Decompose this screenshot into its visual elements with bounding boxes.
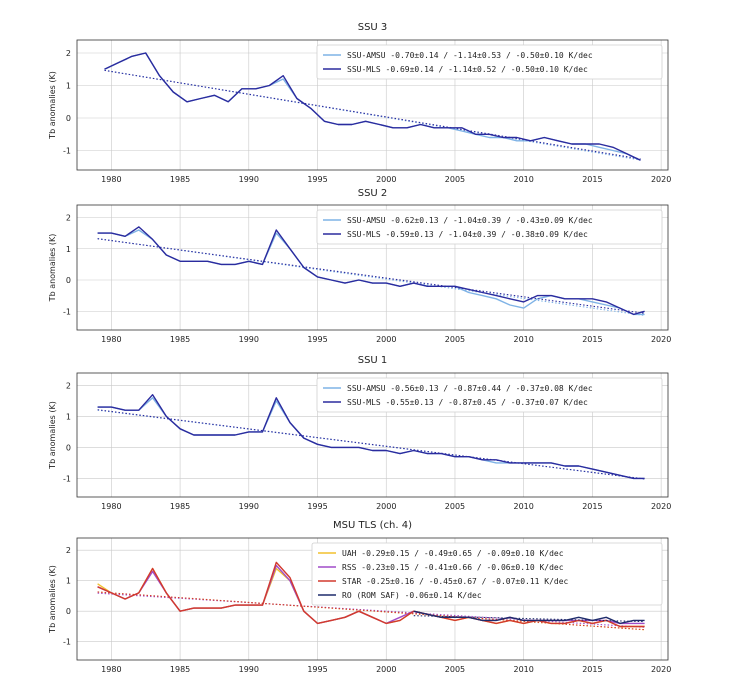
y-axis-label: Tb anomalies (K) bbox=[48, 234, 57, 303]
plot-frame bbox=[76, 204, 669, 331]
trend-line bbox=[97, 592, 645, 628]
x-tick-label: 1980 bbox=[101, 175, 121, 184]
legend-entry: SSU-AMSU -0.70±0.14 / -1.14±0.53 / -0.50… bbox=[347, 51, 593, 60]
legend: SSU-AMSU -0.62±0.13 / -1.04±0.39 / -0.43… bbox=[316, 209, 663, 245]
trend-line bbox=[97, 409, 645, 480]
x-tick-label: 2020 bbox=[651, 502, 671, 511]
y-tick-label: 1 bbox=[66, 82, 71, 91]
x-tick-label: 1990 bbox=[239, 665, 259, 674]
panel-title: SSU 1 bbox=[358, 355, 388, 366]
series-line-ssu-mls bbox=[97, 226, 645, 316]
legend-entry: SSU-AMSU -0.56±0.13 / -0.87±0.44 / -0.37… bbox=[347, 384, 593, 393]
plot-frame bbox=[76, 537, 669, 661]
x-tick-label: 2000 bbox=[376, 502, 396, 511]
trend-line bbox=[104, 69, 641, 161]
x-tick-label: 2010 bbox=[514, 665, 534, 674]
plot-frame bbox=[76, 372, 669, 498]
y-tick-label: 0 bbox=[66, 607, 71, 616]
series-line-ro-rom-saf- bbox=[413, 610, 645, 625]
legend-entry: SSU-MLS -0.55±0.13 / -0.87±0.45 / -0.37±… bbox=[347, 398, 588, 407]
legend-entry: RSS -0.23±0.15 / -0.41±0.66 / -0.06±0.10… bbox=[342, 563, 564, 572]
y-tick-label: -1 bbox=[63, 307, 71, 316]
y-tick-label: 0 bbox=[66, 443, 71, 452]
x-tick-label: 2020 bbox=[651, 665, 671, 674]
y-axis-label: Tb anomalies (K) bbox=[48, 565, 57, 634]
legend-box bbox=[316, 209, 663, 245]
y-tick-label: 1 bbox=[66, 577, 71, 586]
x-tick-label: 1985 bbox=[170, 335, 190, 344]
legend: SSU-AMSU -0.70±0.14 / -1.14±0.53 / -0.50… bbox=[316, 44, 663, 80]
x-tick-label: 1980 bbox=[101, 502, 121, 511]
y-tick-label: 1 bbox=[66, 245, 71, 254]
series-line-ssu-mls bbox=[97, 394, 645, 480]
x-tick-label: 2010 bbox=[514, 335, 534, 344]
legend: UAH -0.29±0.15 / -0.49±0.65 / -0.09±0.10… bbox=[311, 542, 663, 606]
x-tick-label: 1990 bbox=[239, 335, 259, 344]
x-tick-label: 1980 bbox=[101, 665, 121, 674]
legend-box bbox=[311, 542, 663, 606]
legend-entry: RO (ROM SAF) -0.06±0.14 K/dec bbox=[342, 591, 482, 600]
x-tick-label: 1995 bbox=[307, 335, 327, 344]
x-tick-label: 2000 bbox=[376, 175, 396, 184]
x-tick-label: 2015 bbox=[582, 502, 602, 511]
x-tick-label: 1995 bbox=[307, 502, 327, 511]
y-tick-label: 2 bbox=[66, 49, 71, 58]
x-tick-label: 1990 bbox=[239, 502, 259, 511]
x-tick-label: 1985 bbox=[170, 665, 190, 674]
legend-entry: STAR -0.25±0.16 / -0.45±0.67 / -0.07±0.1… bbox=[342, 577, 569, 586]
x-tick-label: 2015 bbox=[582, 175, 602, 184]
x-tick-label: 2005 bbox=[445, 175, 465, 184]
x-tick-label: 2005 bbox=[445, 335, 465, 344]
y-tick-label: -1 bbox=[63, 638, 71, 647]
trend-line bbox=[97, 409, 645, 480]
trend-line bbox=[97, 591, 645, 631]
trend-line bbox=[97, 238, 645, 316]
panel-title: SSU 3 bbox=[358, 22, 388, 33]
y-tick-label: 0 bbox=[66, 276, 71, 285]
x-tick-label: 2020 bbox=[651, 335, 671, 344]
trend-line bbox=[104, 69, 641, 160]
x-tick-label: 1980 bbox=[101, 335, 121, 344]
y-axis-label: Tb anomalies (K) bbox=[48, 71, 57, 140]
y-tick-label: -1 bbox=[63, 474, 71, 483]
y-tick-label: 2 bbox=[66, 381, 71, 390]
legend-entry: UAH -0.29±0.15 / -0.49±0.65 / -0.09±0.10… bbox=[342, 549, 564, 558]
panel-title: SSU 2 bbox=[358, 188, 388, 199]
legend-entry: SSU-MLS -0.69±0.14 / -1.14±0.52 / -0.50±… bbox=[347, 65, 588, 74]
y-axis-label: Tb anomalies (K) bbox=[48, 401, 57, 470]
x-tick-label: 2010 bbox=[514, 502, 534, 511]
x-tick-label: 2020 bbox=[651, 175, 671, 184]
panel-title: MSU TLS (ch. 4) bbox=[333, 520, 412, 531]
x-tick-label: 2000 bbox=[376, 335, 396, 344]
legend-entry: SSU-MLS -0.59±0.13 / -1.04±0.39 / -0.38±… bbox=[347, 230, 588, 239]
x-tick-label: 1985 bbox=[170, 502, 190, 511]
legend-box bbox=[316, 377, 663, 413]
y-tick-label: 2 bbox=[66, 546, 71, 555]
x-tick-label: 1995 bbox=[307, 175, 327, 184]
y-tick-label: 1 bbox=[66, 412, 71, 421]
x-tick-label: 1995 bbox=[307, 665, 327, 674]
x-tick-label: 1990 bbox=[239, 175, 259, 184]
trend-line bbox=[97, 238, 645, 314]
x-tick-label: 2015 bbox=[582, 665, 602, 674]
y-tick-label: 2 bbox=[66, 214, 71, 223]
x-tick-label: 1985 bbox=[170, 175, 190, 184]
x-tick-label: 2005 bbox=[445, 502, 465, 511]
y-tick-label: 0 bbox=[66, 114, 71, 123]
x-tick-label: 2015 bbox=[582, 335, 602, 344]
x-tick-label: 2000 bbox=[376, 665, 396, 674]
panel-4: MSU TLS (ch. 4) 1980 1985 1990 1995 2000 2005 2… bbox=[48, 520, 671, 674]
x-tick-label: 2010 bbox=[514, 175, 534, 184]
y-tick-label: -1 bbox=[63, 147, 71, 156]
legend: SSU-AMSU -0.56±0.13 / -0.87±0.44 / -0.37… bbox=[316, 377, 663, 413]
x-tick-label: 2005 bbox=[445, 665, 465, 674]
series-line-ssu-mls bbox=[104, 52, 641, 161]
legend-entry: SSU-AMSU -0.62±0.13 / -1.04±0.39 / -0.43… bbox=[347, 216, 593, 225]
legend-box bbox=[316, 44, 663, 80]
plot-frame bbox=[76, 39, 669, 171]
